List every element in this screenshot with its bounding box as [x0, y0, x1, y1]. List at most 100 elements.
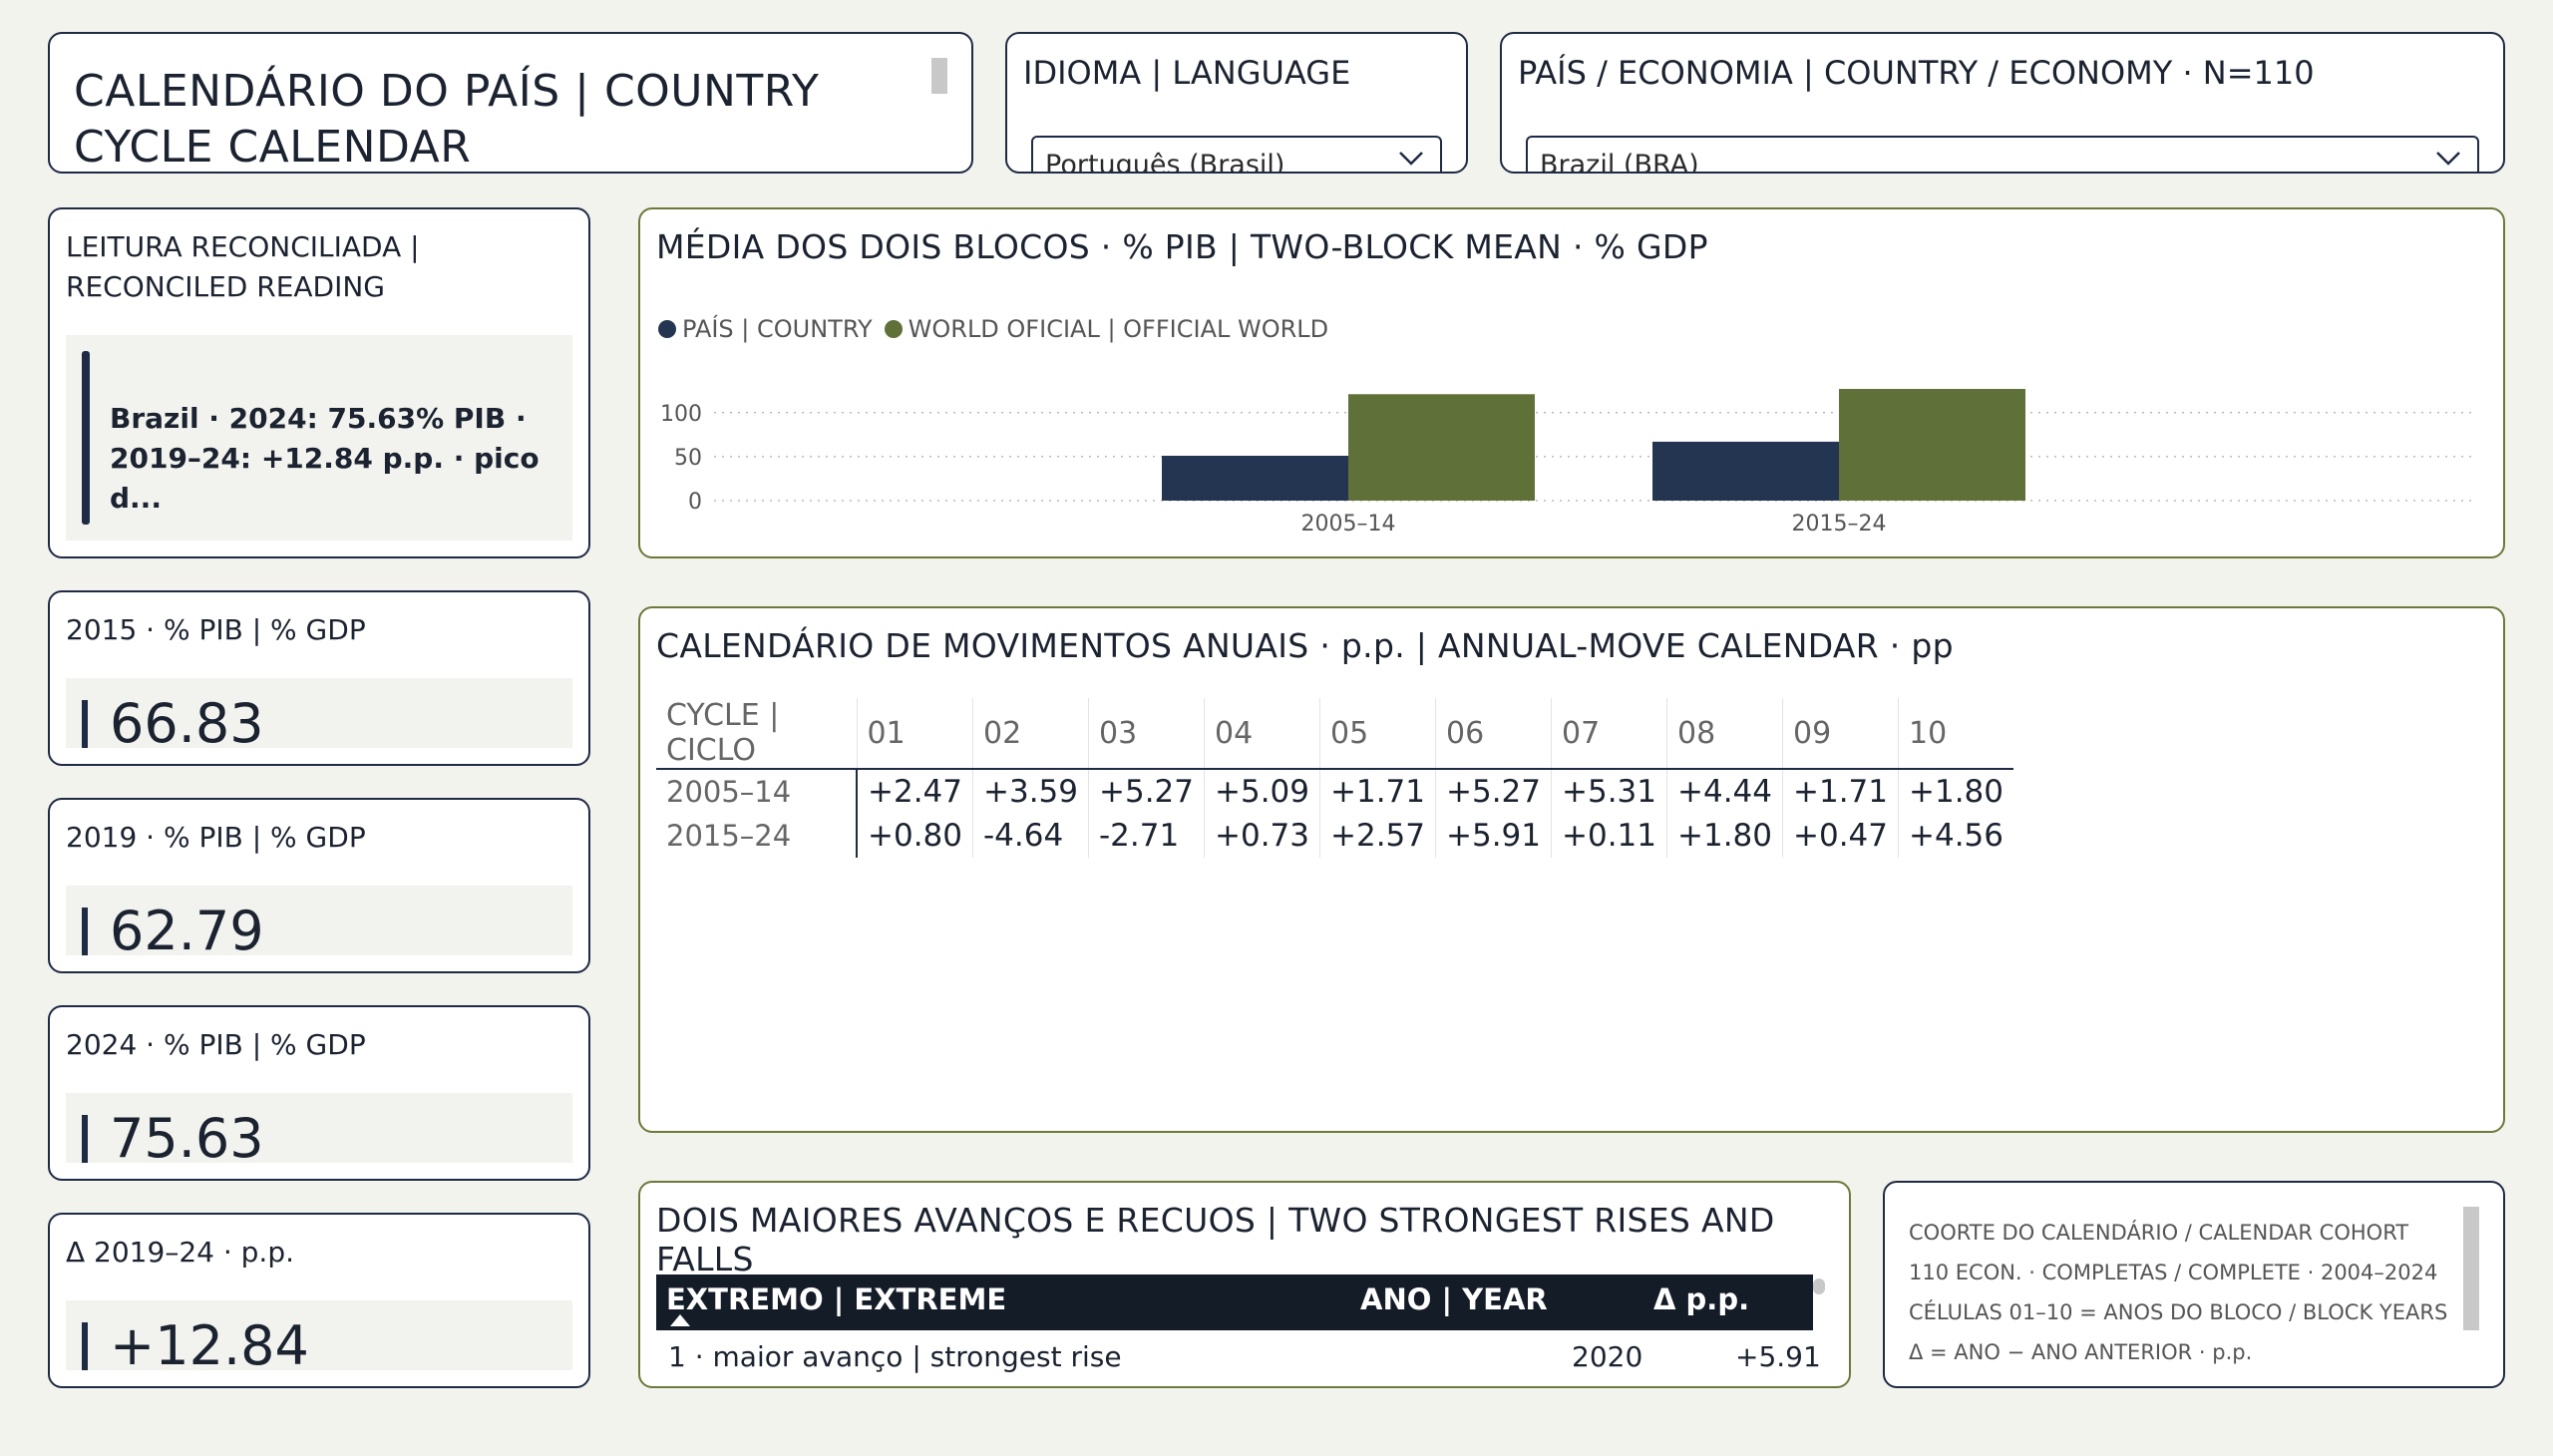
x-tick-label: 2005–14: [1301, 512, 1396, 537]
calendar-title: CALENDÁRIO DE MOVIMENTOS ANUAIS · p.p. |…: [656, 626, 1954, 665]
legend-swatch: [658, 320, 676, 338]
language-dropdown-value: Português (Brasil): [1045, 150, 1285, 174]
accent-bar: [82, 351, 90, 525]
column-header[interactable]: 08: [1666, 698, 1783, 770]
language-dropdown[interactable]: Português (Brasil): [1031, 136, 1442, 174]
reconciled-reading-text: Brazil · 2024: 75.63% PIB · 2019–24: +12…: [110, 402, 540, 515]
chevron-down-icon: [1399, 152, 1423, 166]
row-header: 2005–14: [656, 769, 858, 814]
extremes-card: DOIS MAIORES AVANÇOS E RECUOS | TWO STRO…: [638, 1181, 1851, 1388]
table-cell: +3.59: [972, 769, 1089, 814]
chart-title: MÉDIA DOS DOIS BLOCOS · % PIB | TWO-BLOC…: [656, 227, 1708, 266]
column-header[interactable]: 04: [1204, 698, 1320, 770]
table-cell: +0.11: [1551, 814, 1667, 858]
bar-chart: 0 50 100 2005–14 2015–24: [660, 389, 2475, 537]
extremes-scrollbar[interactable]: [1813, 1278, 1825, 1294]
reconciled-reading-box: Brazil · 2024: 75.63% PIB · 2019–24: +12…: [66, 335, 572, 541]
dashboard-title-card: CALENDÁRIO DO PAÍS | COUNTRY CYCLE CALEN…: [48, 32, 973, 174]
table-cell: +5.91: [1435, 814, 1552, 858]
column-header[interactable]: 06: [1435, 698, 1552, 770]
table-row: 2005–14 +2.47 +3.59 +5.27 +5.09 +1.71 +5…: [656, 769, 2013, 814]
calendar-corner-header[interactable]: CYCLE | CICLO: [656, 698, 857, 770]
column-header[interactable]: 03: [1088, 698, 1205, 770]
y-tick-label: 100: [660, 402, 702, 427]
bar-world[interactable]: [1839, 389, 2025, 501]
table-cell: +2.47: [856, 769, 973, 814]
table-cell: +1.80: [1666, 814, 1783, 858]
extremes-header-row: EXTREMO | EXTREME ANO | YEAR Δ p.p.: [656, 1274, 1813, 1330]
table-cell: +4.44: [1666, 769, 1783, 814]
x-tick-label: 2015–24: [1792, 512, 1887, 537]
country-slicer: PAÍS / ECONOMIA | COUNTRY / ECONOMY · N=…: [1500, 32, 2505, 174]
column-header-delta[interactable]: Δ p.p.: [1653, 1282, 1750, 1316]
chart-legend: PAÍS | COUNTRY WORLD OFICIAL | OFFICIAL …: [658, 315, 1340, 343]
table-cell: +0.73: [1204, 814, 1320, 858]
column-header[interactable]: 09: [1782, 698, 1899, 770]
column-header[interactable]: 02: [972, 698, 1089, 770]
two-block-mean-chart-card: MÉDIA DOS DOIS BLOCOS · % PIB | TWO-BLOC…: [638, 207, 2505, 558]
page-title: CALENDÁRIO DO PAÍS | COUNTRY CYCLE CALEN…: [74, 66, 820, 173]
legend-swatch: [884, 320, 903, 338]
kpi-label: 2015 · % PIB | % GDP: [66, 613, 366, 646]
table-cell: +4.56: [1898, 814, 2013, 858]
calendar-table: CYCLE | CICLO 01 02 03 04 05 06 07 08 09…: [656, 698, 2013, 858]
accent-bar: [82, 908, 88, 955]
table-cell: +1.71: [1319, 769, 1436, 814]
column-header-extreme[interactable]: EXTREMO | EXTREME: [666, 1282, 1007, 1316]
column-header[interactable]: 05: [1319, 698, 1436, 770]
legend-item-world[interactable]: WORLD OFICIAL | OFFICIAL WORLD: [884, 315, 1329, 343]
table-cell: -4.64: [972, 814, 1089, 858]
kpi-value-box: 62.79: [66, 886, 572, 955]
table-cell: +0.80: [856, 814, 973, 858]
kpi-card-2015: 2015 · % PIB | % GDP 66.83: [48, 590, 590, 766]
cohort-line: CÉLULAS 01–10 = ANOS DO BLOCO / BLOCK YE…: [1909, 1300, 2448, 1324]
language-slicer-label: IDIOMA | LANGUAGE: [1023, 54, 1351, 92]
table-row: 1 · maior avanço | strongest rise 2020 +…: [656, 1332, 1821, 1382]
chevron-down-icon: [2436, 152, 2460, 166]
kpi-value: 75.63: [110, 1107, 264, 1163]
country-slicer-label: PAÍS / ECONOMIA | COUNTRY / ECONOMY · N=…: [1518, 54, 2315, 92]
table-row: 2015–24 +0.80 -4.64 -2.71 +0.73 +2.57 +5…: [656, 814, 2013, 858]
kpi-card-delta: Δ 2019–24 · p.p. +12.84: [48, 1213, 590, 1388]
legend-label: WORLD OFICIAL | OFFICIAL WORLD: [908, 315, 1329, 343]
bar-country[interactable]: [1162, 456, 1348, 501]
bar-world[interactable]: [1348, 394, 1535, 501]
accent-bar: [82, 700, 88, 748]
column-header[interactable]: 07: [1551, 698, 1667, 770]
table-cell: +5.09: [1204, 769, 1320, 814]
delta-cell: +5.91: [1735, 1340, 1821, 1373]
kpi-card-2024: 2024 · % PIB | % GDP 75.63: [48, 1005, 590, 1181]
title-scrollbar[interactable]: [931, 58, 947, 94]
cohort-note-card: COORTE DO CALENDÁRIO / CALENDAR COHORT 1…: [1883, 1181, 2505, 1388]
kpi-value-box: 66.83: [66, 678, 572, 748]
table-cell: +5.27: [1435, 769, 1552, 814]
kpi-value-box: +12.84: [66, 1300, 572, 1370]
year-cell: 2020: [1572, 1340, 1643, 1373]
kpi-label: 2024 · % PIB | % GDP: [66, 1028, 366, 1061]
accent-bar: [82, 1115, 88, 1163]
table-cell: -2.71: [1088, 814, 1205, 858]
kpi-label: 2019 · % PIB | % GDP: [66, 821, 366, 854]
legend-item-country[interactable]: PAÍS | COUNTRY: [658, 315, 873, 343]
country-dropdown-value: Brazil (BRA): [1540, 150, 1699, 174]
country-dropdown[interactable]: Brazil (BRA): [1526, 136, 2479, 174]
kpi-value: 62.79: [110, 900, 264, 955]
table-cell: +0.47: [1782, 814, 1899, 858]
kpi-label: Δ 2019–24 · p.p.: [66, 1236, 294, 1269]
cohort-scrollbar[interactable]: [2463, 1207, 2479, 1330]
column-header[interactable]: 01: [856, 698, 973, 770]
kpi-card-2019: 2019 · % PIB | % GDP 62.79: [48, 798, 590, 973]
reconciled-reading-card: LEITURA RECONCILIADA | RECONCILED READIN…: [48, 207, 590, 558]
sort-ascending-icon[interactable]: [670, 1314, 690, 1326]
row-header: 2015–24: [656, 814, 858, 858]
y-tick-label: 50: [674, 446, 702, 471]
kpi-value-box: 75.63: [66, 1093, 572, 1163]
y-tick-label: 0: [688, 490, 702, 515]
column-header[interactable]: 10: [1898, 698, 2013, 770]
bar-country[interactable]: [1652, 441, 1839, 501]
table-cell: +1.71: [1782, 769, 1899, 814]
kpi-value: +12.84: [110, 1314, 309, 1370]
column-header-year[interactable]: ANO | YEAR: [1360, 1282, 1548, 1316]
extremes-title: DOIS MAIORES AVANÇOS E RECUOS | TWO STRO…: [656, 1201, 1775, 1278]
extreme-cell: 1 · maior avanço | strongest rise: [668, 1340, 1122, 1373]
